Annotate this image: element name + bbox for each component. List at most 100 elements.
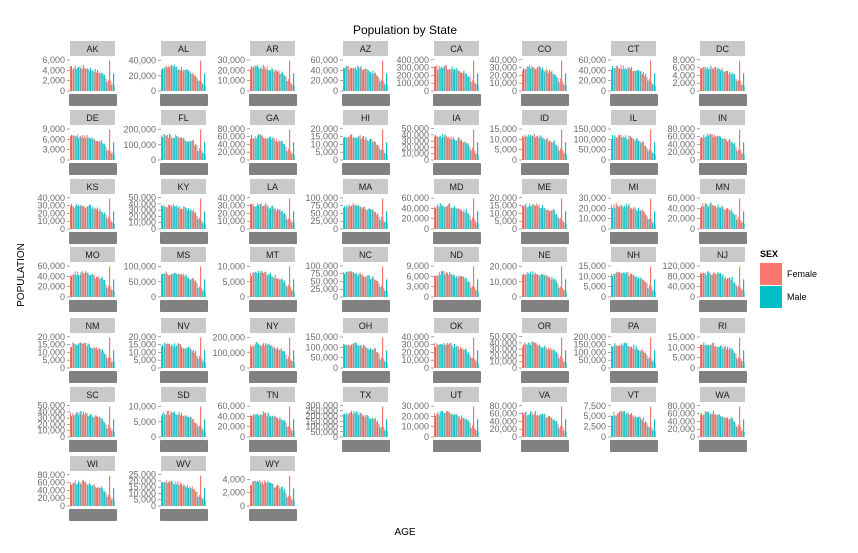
bar-male	[710, 134, 712, 160]
bar-female	[88, 137, 90, 160]
bar-male	[111, 222, 113, 229]
bar-female	[72, 274, 74, 297]
bar-male	[630, 273, 632, 297]
bar-male	[269, 207, 271, 229]
bar-male	[277, 347, 279, 368]
bar-female	[175, 413, 177, 437]
bar-female	[352, 413, 354, 437]
bar-male	[461, 415, 463, 437]
legend-key-male	[760, 286, 782, 308]
bar-female	[467, 143, 469, 160]
bar-female	[445, 65, 447, 91]
bar-female	[376, 214, 378, 229]
bar-female	[177, 208, 179, 229]
bar-female	[531, 274, 533, 297]
bar-female	[436, 65, 438, 91]
bar-male	[351, 134, 353, 160]
bar-female	[627, 412, 629, 437]
bar-male	[446, 272, 448, 297]
bar-male	[262, 411, 264, 437]
bar-female	[543, 70, 545, 91]
x-tick-labels	[69, 509, 117, 521]
bar-female	[289, 129, 291, 160]
bar-female	[373, 212, 375, 229]
bar-female	[70, 412, 71, 437]
bar-female	[646, 77, 648, 91]
bar-male	[465, 143, 467, 160]
bar-female	[278, 278, 280, 297]
bar-female	[191, 351, 193, 368]
bar-female	[276, 278, 278, 297]
bar-male	[532, 414, 534, 437]
bar-female	[471, 286, 473, 297]
bar-male	[180, 137, 182, 160]
bar-male	[190, 208, 192, 229]
bar-female	[522, 274, 523, 297]
bar-female	[77, 271, 79, 297]
bar-male	[530, 271, 532, 297]
bar-female	[201, 288, 203, 297]
bar-male	[89, 67, 91, 91]
facet-label-al: AL	[178, 44, 189, 54]
bar-female	[273, 208, 275, 229]
bar-female	[555, 351, 557, 368]
bar-male	[741, 153, 743, 160]
y-tick-label: 0	[240, 155, 245, 165]
bar-male	[169, 67, 171, 91]
bar-female	[74, 343, 76, 368]
bar-male	[253, 205, 255, 229]
bar-female	[280, 278, 282, 297]
bar-male	[94, 486, 96, 506]
bar-male	[553, 74, 555, 91]
bar-male	[97, 349, 99, 368]
bar-male	[614, 135, 616, 160]
y-tick-label: 60,000	[578, 55, 606, 65]
bar-female	[84, 414, 86, 437]
bar-female	[620, 410, 622, 437]
y-tick-label: 40,000	[37, 407, 65, 417]
bar-female	[718, 207, 720, 229]
bar-female	[165, 271, 167, 297]
facet-strip-nv	[161, 318, 206, 333]
bar-female	[707, 270, 709, 297]
bar-female	[730, 279, 732, 297]
y-tick-label: 300,000	[305, 401, 338, 411]
y-tick-label: 20,000	[37, 493, 65, 503]
bar-female	[545, 418, 547, 437]
bar-male	[384, 153, 386, 160]
bar-female	[450, 136, 452, 160]
bar-female	[109, 266, 111, 297]
x-tick-labels	[160, 94, 208, 106]
y-tick-label: 0	[60, 224, 65, 234]
bar-male	[197, 426, 199, 437]
bar-male	[621, 343, 623, 368]
bar-male	[522, 344, 524, 368]
bar-male	[712, 342, 714, 368]
bar-male	[553, 419, 555, 437]
y-tick-label: 6,000	[406, 271, 429, 281]
bar-female	[383, 81, 385, 91]
bar-female	[383, 287, 385, 297]
bar-male	[94, 415, 96, 437]
bar-female	[352, 203, 354, 229]
bar-male	[277, 208, 279, 229]
bar-male	[446, 137, 448, 160]
bar-male	[164, 206, 166, 229]
bar-male	[551, 210, 553, 229]
facet-strip-fl	[161, 110, 206, 125]
bar-male	[611, 65, 613, 91]
bar-female	[98, 417, 100, 437]
facet-strip-co	[522, 41, 567, 56]
y-tick-label: 40,000	[667, 203, 695, 213]
bar-female	[474, 359, 476, 368]
bar-male	[558, 287, 560, 297]
bar-male	[724, 417, 726, 437]
bar-female	[264, 66, 266, 91]
bar-male	[351, 410, 353, 437]
bar-male	[652, 290, 654, 297]
bar-female	[268, 343, 270, 368]
bar-female	[707, 205, 709, 229]
bar-female	[618, 272, 620, 297]
bar-male	[192, 74, 194, 91]
